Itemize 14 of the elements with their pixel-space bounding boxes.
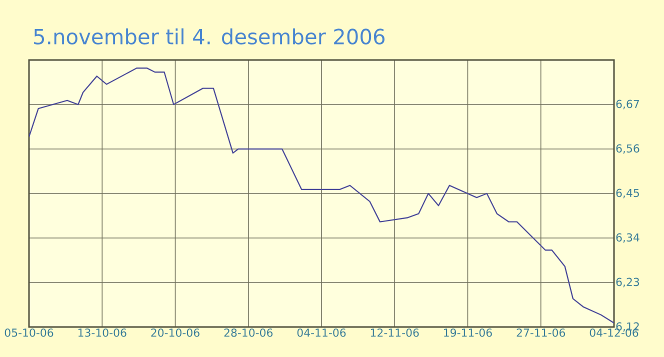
chart-title: 5.november til 4. desember 2006 (34, 28, 384, 45)
x-tick-label: 20-10-06 (151, 328, 200, 337)
x-tick-label: 27-11-06 (516, 328, 566, 337)
y-tick-label: 6,67 (616, 100, 639, 110)
y-tick-label: 6,34 (616, 233, 640, 243)
y-tick-label: 6,56 (616, 144, 640, 154)
x-tick-label: 28-10-06 (224, 328, 273, 337)
x-tick-label: 12-11-06 (370, 328, 419, 337)
y-tick-label: 6,23 (616, 278, 640, 288)
x-tick-label: 19-11-06 (444, 328, 492, 337)
x-tick-label: 13-10-06 (78, 328, 126, 337)
x-tick-label: 05-10-06 (4, 328, 54, 337)
y-tick-label: 6,45 (616, 188, 639, 198)
x-tick-label: 04-11-06 (297, 328, 346, 337)
